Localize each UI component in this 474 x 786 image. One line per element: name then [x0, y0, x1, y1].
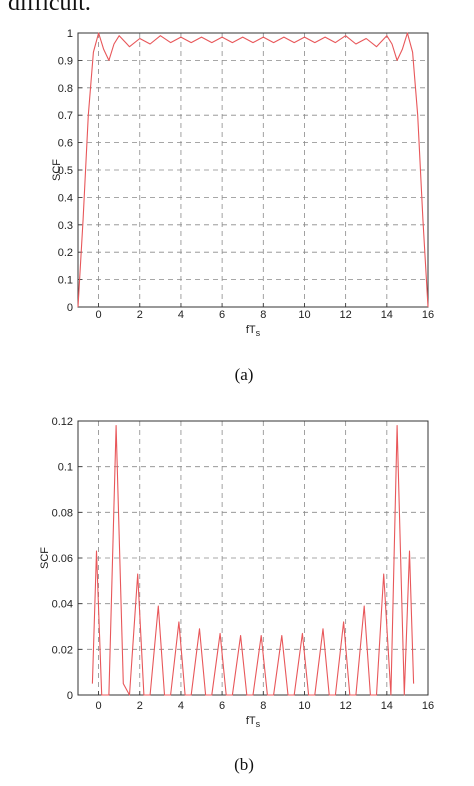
scf-series-line — [91, 425, 415, 696]
y-tick-label: 0.12 — [52, 416, 73, 428]
y-tick-label: 0 — [67, 690, 73, 702]
y-axis-label: SCF — [51, 159, 63, 181]
x-tick-label: 10 — [298, 309, 310, 321]
y-tick-label: 1 — [67, 28, 73, 40]
scf-series-line — [77, 32, 429, 308]
figure-caption: (a) — [235, 365, 254, 384]
y-tick-label: 0.8 — [58, 83, 73, 95]
y-tick-label: 0.04 — [52, 599, 73, 611]
y-tick-label: 0.02 — [52, 644, 73, 656]
y-tick-label: 0.9 — [58, 55, 73, 67]
y-tick-label: 0.08 — [52, 507, 73, 519]
top-text-fragment: difficult. — [8, 0, 91, 16]
x-tick-label: 0 — [96, 309, 102, 321]
x-tick-label: 0 — [96, 700, 102, 712]
x-tick-label: 8 — [260, 309, 266, 321]
x-tick-label: 4 — [178, 700, 184, 712]
y-tick-label: 0.5 — [58, 165, 73, 177]
x-tick-label: 12 — [340, 309, 352, 321]
x-axis-label: fTs — [246, 715, 261, 729]
x-tick-label: 6 — [219, 700, 225, 712]
y-tick-label: 0.6 — [58, 138, 73, 150]
y-tick-label: 0.1 — [58, 275, 73, 287]
y-tick-label: 0.2 — [58, 247, 73, 259]
y-tick-label: 0.7 — [58, 110, 73, 122]
x-tick-label: 2 — [137, 700, 143, 712]
figure-caption: (b) — [234, 755, 254, 774]
x-tick-label: 14 — [381, 309, 393, 321]
x-tick-label: 6 — [219, 309, 225, 321]
x-tick-label: 2 — [137, 309, 143, 321]
x-tick-label: 12 — [340, 700, 352, 712]
x-tick-label: 10 — [298, 700, 310, 712]
x-tick-label: 16 — [422, 700, 434, 712]
x-tick-label: 8 — [260, 700, 266, 712]
chart-a: 0 2 4 6 8 10 12 14 16 0 0.1 0.2 0.3 0.4 0.5 0.6 0.7 0.8 0.… — [51, 28, 434, 384]
y-tick-label: 0.06 — [52, 553, 73, 565]
x-tick-label: 16 — [422, 309, 434, 321]
x-tick-label: 4 — [178, 309, 184, 321]
y-tick-label: 0.4 — [58, 192, 73, 204]
y-tick-label: 0 — [67, 302, 73, 314]
x-tick-label: 14 — [381, 700, 393, 712]
y-tick-label: 0.1 — [58, 462, 73, 474]
y-tick-label: 0.3 — [58, 220, 73, 232]
x-axis-label: fTs — [246, 324, 261, 338]
chart-b: 0 2 4 6 8 10 12 14 16 0 0.02 0.04 0.06 0.08 0.1 0.12 fTs… — [39, 416, 434, 774]
y-axis-label: SCF — [39, 547, 51, 569]
